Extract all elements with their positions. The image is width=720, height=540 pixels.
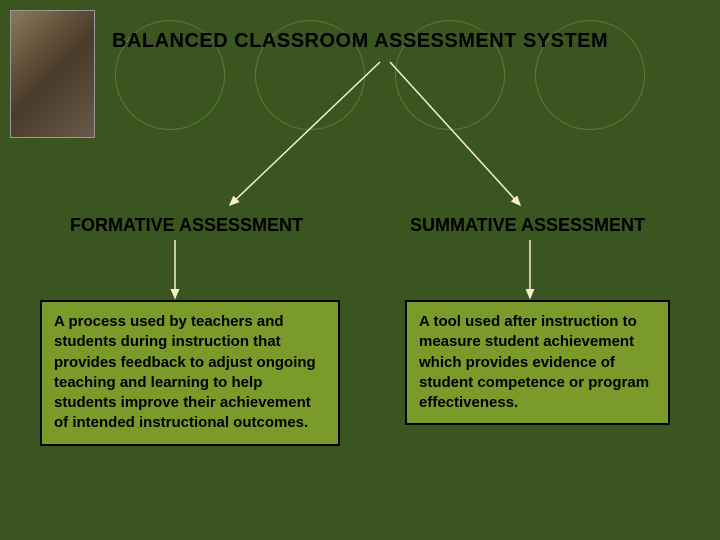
heading-summative: SUMMATIVE ASSESSMENT — [410, 215, 645, 236]
heading-formative: FORMATIVE ASSESSMENT — [70, 215, 303, 236]
box-summative: A tool used after instruction to measure… — [405, 300, 670, 425]
page-title: BALANCED CLASSROOM ASSESSMENT SYSTEM — [112, 30, 608, 53]
box-formative: A process used by teachers and students … — [40, 300, 340, 446]
photo-placeholder — [10, 10, 95, 138]
